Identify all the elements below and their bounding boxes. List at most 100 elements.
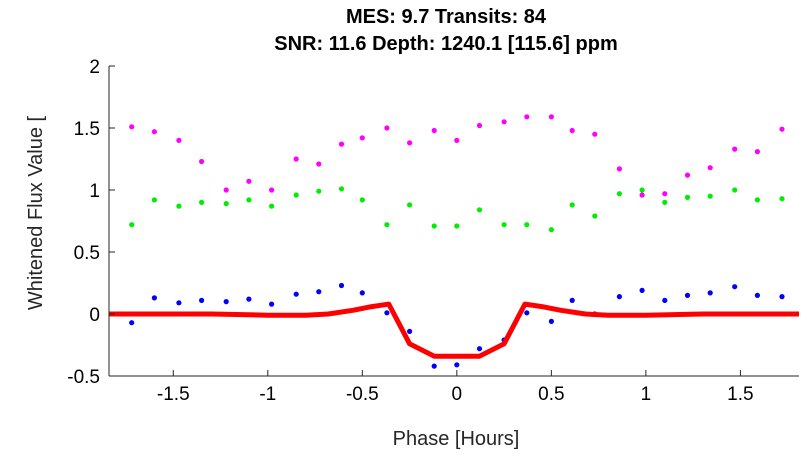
y-tick-label: -0.5: [67, 367, 100, 388]
data-point-series-1-23: [662, 199, 668, 205]
data-point-series-1-6: [269, 203, 275, 209]
data-point-series-2-27: [754, 292, 761, 298]
data-point-series-2-12: [407, 328, 413, 334]
y-tick-label: 2: [89, 57, 100, 78]
data-point-series-1-26: [732, 187, 738, 193]
data-point-series-2-14: [454, 362, 460, 368]
data-point-series-0-7: [293, 156, 299, 162]
data-point-series-2-1: [151, 295, 157, 301]
data-point-series-0-1: [151, 129, 157, 135]
data-point-series-1-14: [454, 223, 460, 229]
data-point-series-2-28: [779, 294, 785, 300]
data-point-series-2-17: [524, 310, 530, 316]
x-tick-label: 0: [452, 384, 463, 405]
data-point-series-2-2: [176, 300, 182, 306]
data-point-series-0-12: [407, 140, 413, 146]
y-tick-label: 0: [89, 305, 100, 326]
data-point-series-1-20: [592, 213, 598, 219]
data-point-series-1-19: [569, 202, 575, 208]
data-point-series-0-19: [569, 127, 575, 134]
data-point-series-1-1: [151, 197, 157, 203]
x-axis-label: Phase [Hours]: [393, 428, 520, 450]
data-point-series-1-13: [431, 223, 437, 229]
data-point-series-2-18: [548, 318, 555, 324]
data-point-series-2-5: [246, 296, 252, 302]
data-point-series-2-7: [293, 291, 299, 297]
data-point-series-1-16: [501, 222, 507, 228]
data-point-series-1-24: [684, 194, 691, 200]
data-point-series-1-22: [639, 187, 645, 193]
data-point-series-0-27: [754, 149, 761, 155]
data-point-series-1-8: [316, 188, 322, 194]
data-point-series-1-0: [129, 222, 135, 228]
data-point-series-1-21: [616, 191, 623, 197]
series-line-3: [109, 301, 799, 359]
data-point-series-2-3: [199, 297, 205, 303]
data-point-series-0-9: [338, 141, 345, 147]
data-point-series-2-26: [732, 284, 738, 290]
data-point-series-1-27: [754, 197, 761, 203]
x-tick-label: -1: [259, 384, 276, 405]
data-point-series-0-16: [501, 119, 507, 125]
data-point-series-1-10: [359, 197, 365, 203]
data-point-series-0-22: [639, 192, 645, 198]
y-tick-label: 1.5: [74, 119, 100, 140]
data-point-series-0-8: [316, 161, 322, 167]
data-point-series-0-5: [246, 178, 252, 184]
data-point-series-1-15: [476, 207, 483, 213]
data-point-series-0-21: [616, 166, 623, 172]
data-point-series-0-3: [199, 158, 205, 165]
data-point-series-1-5: [246, 197, 252, 203]
data-point-series-2-19: [569, 297, 575, 303]
data-point-series-2-15: [476, 346, 483, 352]
x-tick-label: -1.5: [157, 384, 190, 405]
data-point-series-1-17: [524, 222, 530, 228]
data-point-series-2-9: [338, 282, 345, 289]
data-point-series-0-23: [662, 191, 668, 197]
data-point-series-2-24: [684, 292, 691, 298]
plot-background: [109, 66, 799, 376]
data-point-series-2-11: [384, 310, 390, 316]
chart-title-line-2: SNR: 11.6 Depth: 1240.1 [115.6] ppm: [274, 33, 617, 55]
data-point-series-1-3: [199, 199, 205, 205]
data-point-series-0-6: [269, 187, 275, 193]
data-point-series-0-15: [476, 122, 483, 129]
data-point-series-0-4: [223, 187, 229, 193]
data-point-series-1-18: [548, 227, 555, 233]
data-point-series-1-7: [293, 192, 299, 198]
data-point-series-1-9: [338, 186, 345, 192]
data-point-series-0-0: [129, 124, 135, 130]
data-point-series-2-22: [639, 287, 645, 293]
data-point-series-2-10: [359, 290, 365, 296]
data-point-series-0-20: [592, 131, 598, 137]
data-point-series-0-10: [359, 135, 365, 141]
data-point-series-1-12: [407, 202, 413, 208]
x-tick-label: 0.5: [538, 384, 564, 405]
data-point-series-0-28: [779, 126, 785, 132]
data-point-series-2-6: [269, 301, 275, 307]
y-tick-label: 0.5: [74, 243, 100, 264]
data-point-series-0-2: [176, 137, 182, 143]
data-point-series-2-23: [662, 297, 668, 303]
data-point-series-1-2: [176, 203, 182, 209]
y-tick-label: 1: [89, 181, 100, 202]
data-point-series-0-18: [548, 114, 555, 120]
data-point-series-0-13: [431, 127, 437, 134]
data-point-series-0-24: [684, 172, 691, 178]
data-point-series-2-0: [129, 320, 135, 326]
data-point-series-1-28: [779, 196, 785, 202]
data-point-series-0-14: [454, 137, 460, 143]
data-point-series-2-4: [223, 299, 229, 305]
chart-title-line-1: MES: 9.7 Transits: 84: [346, 6, 547, 28]
x-tick-label: 1.5: [727, 384, 753, 405]
data-point-series-0-17: [524, 114, 530, 120]
data-point-series-0-26: [732, 146, 738, 152]
data-point-series-2-8: [316, 289, 322, 295]
data-point-series-2-25: [707, 290, 713, 296]
data-point-series-1-11: [384, 222, 390, 228]
plot-area: -1.5 -1 -0.5 0 0.5 1 1.5 -0.5 0 0.5 1 1.5 2: [67, 57, 799, 405]
data-point-series-2-13: [431, 363, 437, 369]
y-axis-label: Whitened Flux Value [: [25, 115, 47, 310]
data-point-series-1-4: [223, 201, 229, 207]
